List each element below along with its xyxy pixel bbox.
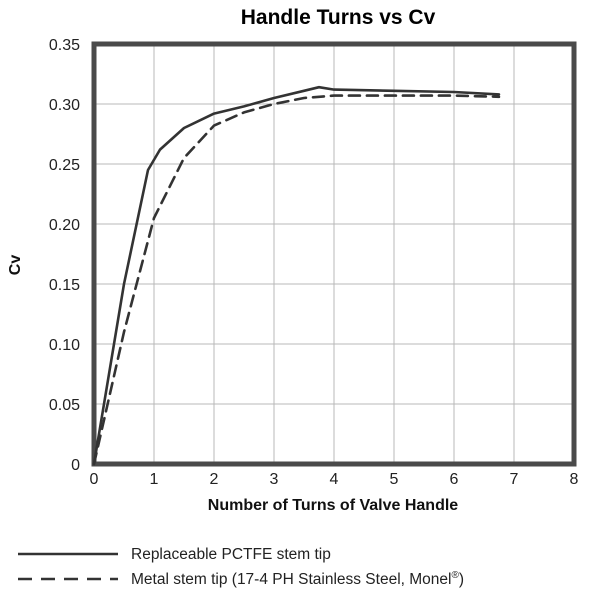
y-tick-label: 0.15 — [49, 277, 80, 294]
series-line-pctfe-stem-tip — [92, 85, 501, 466]
x-tick-label: 4 — [330, 471, 339, 488]
legend-label-metal-text: Metal stem tip (17-4 PH Stainless Steel,… — [131, 571, 451, 588]
x-tick-label: 2 — [210, 471, 219, 488]
y-tick-label: 0.25 — [49, 157, 80, 174]
y-tick-label: 0.20 — [49, 217, 80, 234]
x-tick-label: 8 — [570, 471, 579, 488]
series-layer — [92, 85, 501, 466]
y-tick-label: 0.35 — [49, 37, 80, 54]
series-line-metal-stem-tip — [92, 94, 501, 466]
legend-label-metal-registered: ® — [451, 570, 459, 581]
legend-label-metal-closing: ) — [459, 571, 464, 588]
x-tick-label: 3 — [270, 471, 279, 488]
x-tick-label: 5 — [390, 471, 399, 488]
y-tick-labels: 0 0.05 0.10 0.15 0.20 0.25 0.30 0.35 — [49, 37, 80, 474]
legend-label-pctfe: Replaceable PCTFE stem tip — [131, 546, 331, 563]
y-tick-label: 0.10 — [49, 337, 80, 354]
legend-label-metal: Metal stem tip (17-4 PH Stainless Steel,… — [131, 570, 464, 588]
x-tick-label: 0 — [90, 471, 99, 488]
x-axis-label: Number of Turns of Valve Handle — [208, 497, 459, 514]
y-tick-label: 0 — [71, 457, 80, 474]
x-tick-label: 6 — [450, 471, 459, 488]
x-tick-label: 1 — [150, 471, 159, 488]
y-tick-label: 0.05 — [49, 397, 80, 414]
y-tick-label: 0.30 — [49, 97, 80, 114]
chart-title: Handle Turns vs Cv — [241, 6, 436, 29]
legend: Replaceable PCTFE stem tip Metal stem ti… — [18, 546, 464, 588]
x-tick-labels: 0 1 2 3 4 5 6 7 8 — [90, 471, 579, 488]
y-axis-label: Cv — [7, 255, 24, 276]
x-tick-label: 7 — [510, 471, 519, 488]
grid — [93, 43, 575, 465]
plot-frame — [91, 41, 577, 467]
